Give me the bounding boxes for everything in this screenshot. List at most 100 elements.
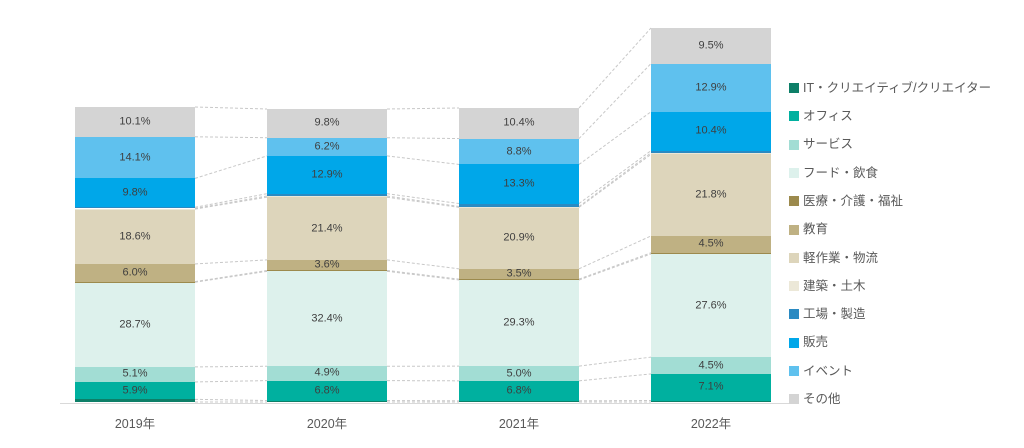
segment-value-label: 21.8% [695,188,727,201]
segment-その他: 9.5% [651,28,771,64]
chart-legend: IT・クリエイティブ/クリエイター オフィスサービスフード・飲食医療・介護・福祉教… [789,81,1024,421]
bar-2022年: 7.1% 4.5% 27.6% 4.5% 21.8% 10.4% 12.9% 9.5% [651,28,771,402]
legend-label: 軽作業・物流 [803,250,879,265]
legend-item-販売: 販売 [789,336,828,350]
bar-2019年: 5.9% 5.1% 28.7% 6.0% 18.6% 9.8% 14.1% 10.1% [75,107,195,402]
segment-IT・クリエイティブ/クリエイター [459,400,579,402]
segment-オフィス: 6.8% [267,380,387,401]
legend-item-その他: その他 [789,392,841,406]
segment-value-label: 12.9% [311,168,343,181]
segment-value-label: 9.5% [698,39,724,52]
segment-工場・製造 [75,207,195,209]
segment-value-label: 21.4% [311,222,343,235]
segment-value-label: 5.0% [506,367,532,379]
legend-item-フード・飲食: フード・飲食 [789,166,878,180]
segment-value-label: 12.9% [695,81,727,94]
segment-サービス: 4.9% [267,366,387,381]
legend-label: IT・クリエイティブ/クリエイター [803,80,992,95]
segment-value-label: 29.3% [503,316,535,329]
segment-value-label: 14.1% [119,151,151,164]
segment-IT・クリエイティブ/クリエイター [75,399,195,402]
x-axis-line [60,403,794,404]
legend-color-swatch [789,394,799,405]
segment-サービス: 5.0% [459,366,579,381]
legend-item-医療・介護・福祉: 医療・介護・福祉 [789,194,903,208]
legend-color-swatch [789,224,799,235]
segment-IT・クリエイティブ/クリエイター [267,400,387,402]
legend-item-イベント: イベント [789,364,853,378]
segment-教育: 6.0% [75,263,195,282]
legend-item-サービス: サービス [789,138,853,152]
segment-フード・飲食: 28.7% [75,282,195,367]
segment-軽作業・物流: 21.8% [651,154,771,236]
segment-サービス: 5.1% [75,366,195,382]
legend-label: 建築・土木 [803,278,866,293]
legend-color-swatch [789,196,799,207]
legend-label: その他 [803,392,841,407]
legend-color-swatch [789,309,799,320]
legend-color-swatch [789,337,799,348]
bar-2021年: 6.8% 5.0% 29.3% 3.5% 20.9% 13.3% 8.8% 10.4% [459,108,579,402]
legend-item-IT・クリエイティブ/クリエイター: IT・クリエイティブ/クリエイター [789,81,991,95]
segment-建築・土木 [75,208,195,210]
legend-color-swatch [789,281,799,292]
segment-軽作業・物流: 21.4% [267,197,387,260]
segment-教育: 3.6% [267,258,387,271]
segment-医療・介護・福祉 [75,281,195,283]
segment-フード・飲食: 29.3% [459,280,579,367]
segment-フード・飲食: 27.6% [651,253,771,358]
x-axis-label-2020年: 2020年 [306,417,348,431]
legend-label: 販売 [803,335,829,350]
segment-value-label: 3.6% [314,258,340,271]
legend-color-swatch [789,83,799,93]
segment-value-label: 10.1% [119,115,151,128]
segment-その他: 10.4% [459,108,579,139]
segment-value-label: 32.4% [311,312,343,325]
segment-オフィス: 6.8% [459,380,579,401]
segment-販売: 10.4% [651,111,771,151]
segment-教育: 4.5% [651,235,771,253]
legend-color-swatch [789,111,799,122]
segment-value-label: 28.7% [119,318,151,331]
segment-value-label: 6.8% [314,384,340,397]
segment-オフィス: 7.1% [651,373,771,401]
legend-item-オフィス: オフィス [789,109,853,123]
segment-販売: 13.3% [459,164,579,204]
segment-value-label: 9.8% [314,116,340,129]
segment-医療・介護・福祉 [651,252,771,254]
segment-value-label: 20.9% [503,231,535,244]
segment-建築・土木 [267,196,387,198]
segment-販売: 9.8% [75,178,195,208]
legend-label: フード・飲食 [803,165,879,180]
segment-value-label: 3.5% [506,267,532,280]
legend-color-swatch [789,252,799,263]
legend-label: オフィス [803,109,853,124]
legend-label: 医療・介護・福祉 [803,193,904,208]
x-axis-label-2019年: 2019年 [114,417,156,431]
segment-value-label: 5.1% [122,367,148,380]
legend-label: イベント [803,363,854,378]
segment-販売: 12.9% [267,155,387,194]
legend-item-軽作業・物流: 軽作業・物流 [789,251,878,265]
legend-item-教育: 教育 [789,223,828,237]
segment-建築・土木 [651,152,771,155]
segment-value-label: 6.0% [122,266,148,279]
segment-value-label: 10.4% [503,116,535,129]
segment-value-label: 10.4% [695,124,727,137]
segment-建築・土木 [459,206,579,208]
legend-label: 教育 [803,222,829,237]
segment-value-label: 8.8% [506,145,532,158]
segment-value-label: 4.9% [314,366,340,379]
segment-工場・製造 [267,193,387,197]
segment-その他: 10.1% [75,107,195,137]
x-axis-label-2021年: 2021年 [498,417,540,431]
segment-オフィス: 5.9% [75,381,195,400]
segment-IT・クリエイティブ/クリエイター [651,400,771,402]
segment-工場・製造 [459,203,579,207]
segment-value-label: 18.6% [119,230,151,243]
legend-label: 工場・製造 [803,307,866,322]
segment-イベント: 8.8% [459,138,579,165]
segment-サービス: 4.5% [651,357,771,374]
